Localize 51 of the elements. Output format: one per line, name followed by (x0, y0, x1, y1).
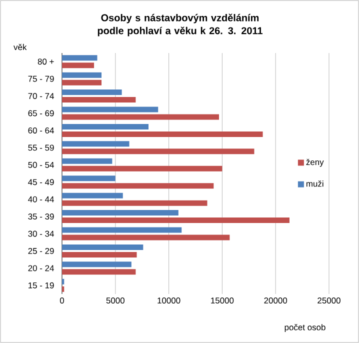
y-tick-label: 75 - 79 (28, 76, 54, 82)
bar (62, 106, 158, 112)
bar (62, 124, 149, 130)
bar (62, 80, 102, 86)
y-tick-label: 45 - 49 (28, 179, 54, 186)
x-tick-label: 0 (60, 298, 64, 304)
x-axis-title: počet osob (284, 324, 326, 332)
bar (62, 244, 144, 250)
bar (62, 97, 136, 103)
bar (62, 234, 230, 240)
y-tick-label: 20 - 24 (28, 265, 54, 272)
bar (62, 114, 219, 120)
y-tick-label: 80 + (38, 58, 54, 65)
x-tick-label: 5000 (106, 298, 124, 304)
bar (62, 72, 102, 78)
y-tick-label: 35 - 39 (28, 214, 54, 220)
y-tick-label: 70 - 74 (28, 93, 54, 100)
legend-label: ženy (306, 158, 324, 167)
y-tick-label: 40 - 44 (28, 196, 54, 202)
chart-title: Osoby s nástavbovým vzděláním podle pohlaví a věku k 26. 3. 2011 (98, 14, 263, 36)
bar (62, 200, 208, 206)
bar (62, 131, 263, 137)
bar (62, 176, 116, 182)
y-tick-label: 55 - 59 (28, 144, 54, 151)
bar (62, 269, 136, 275)
bar (62, 262, 132, 268)
y-tick-label: 65 - 69 (28, 110, 54, 116)
x-tick-label: 10000 (158, 298, 180, 304)
bar (62, 148, 254, 154)
bar (62, 62, 94, 68)
bar (62, 158, 112, 164)
bar (62, 227, 182, 233)
y-axis-title: věk (14, 44, 27, 50)
x-tick-label: 25000 (318, 298, 340, 304)
bar (62, 55, 98, 61)
bar (62, 252, 137, 258)
bar (62, 166, 222, 172)
legend-label: muži (306, 180, 324, 187)
y-tick-label: 30 - 34 (28, 230, 54, 237)
bar (62, 192, 123, 198)
y-tick-label: 50 - 54 (28, 162, 54, 168)
y-tick-label: 25 - 29 (28, 248, 54, 254)
y-tick-label: 15 - 19 (28, 282, 54, 288)
x-tick-label: 15000 (211, 298, 234, 304)
x-tick-label: 20000 (264, 298, 288, 304)
bar (62, 183, 214, 189)
bar (62, 90, 122, 96)
bar (62, 141, 130, 147)
y-tick-label: 60 - 64 (28, 127, 54, 134)
bar (62, 218, 290, 224)
bar (62, 210, 178, 216)
